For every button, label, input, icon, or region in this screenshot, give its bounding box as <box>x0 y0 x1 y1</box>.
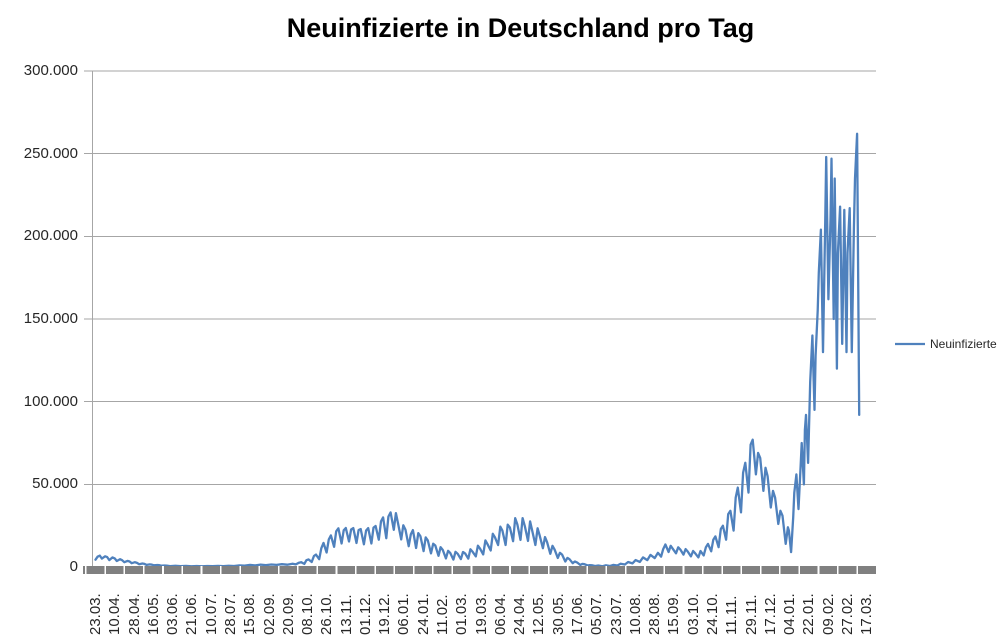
x-axis-tick-gap <box>239 566 241 574</box>
x-axis-tick-gap <box>354 566 357 574</box>
x-axis-tick-label: 24.10. <box>703 593 721 635</box>
x-axis-tick-label: 01.12. <box>356 593 374 635</box>
x-axis-tick-label: 04.01. <box>781 593 799 635</box>
x-axis-tick-label: 15.09. <box>665 593 683 635</box>
x-axis-tick-label: 10.07. <box>202 593 220 635</box>
x-axis-tick-label: 02.09. <box>260 593 278 635</box>
x-axis-tick-label: 17.03. <box>858 593 876 635</box>
x-axis-tick-gap <box>586 566 588 574</box>
x-axis-tick-label: 24.04. <box>511 593 529 635</box>
x-axis-tick-gap <box>220 566 222 574</box>
x-axis-tick-label: 17.06. <box>569 593 586 635</box>
x-axis-tick-label: 30.05. <box>549 593 567 635</box>
x-axis-tick-gap <box>836 566 839 574</box>
x-axis-tick-gap <box>162 566 164 574</box>
x-axis-tick-label: 19.03. <box>472 593 490 635</box>
x-axis-tick-gap <box>412 566 415 574</box>
y-axis-tick-label: 250.000 <box>23 144 78 162</box>
x-axis-band <box>83 566 876 574</box>
x-axis-tick-label: 27.02. <box>838 593 856 635</box>
x-axis-tick-gap <box>393 566 396 574</box>
x-axis-tick-gap <box>85 566 87 574</box>
x-axis-tick-gap <box>297 566 299 574</box>
x-axis-tick-gap <box>721 566 723 574</box>
x-axis-tick-label: 15.08. <box>241 593 259 635</box>
x-axis-tick-gap <box>489 566 492 574</box>
x-axis-tick-gap <box>374 566 376 574</box>
x-axis-tick-label: 06.04. <box>491 593 509 635</box>
x-axis-tick-gap <box>277 566 280 574</box>
x-axis-tick-label: 10.04. <box>106 593 124 635</box>
x-axis-tick-gap <box>509 566 511 574</box>
x-axis-tick-gap <box>142 566 145 574</box>
x-axis-tick-label: 03.06. <box>164 593 182 635</box>
y-axis-tick-label: 0 <box>69 558 78 575</box>
x-axis-tick-label: 13.11. <box>337 594 355 635</box>
x-axis-tick-label: 12.05. <box>530 593 548 635</box>
x-axis-tick-gap <box>817 566 820 574</box>
x-axis-tick-gap <box>528 566 531 574</box>
x-axis-tick-label: 10.08. <box>626 593 644 635</box>
x-axis-tick-gap <box>258 566 261 574</box>
x-axis-tick-label: 08.10. <box>299 593 317 635</box>
x-axis-tick-label: 11.02. <box>434 594 452 635</box>
x-axis-tick-gap <box>759 566 762 574</box>
x-axis-tick-gap <box>702 566 704 574</box>
legend-line-icon <box>895 342 925 346</box>
x-axis-tick-label: 23.07. <box>607 593 625 635</box>
x-axis-tick-label: 28.08. <box>646 593 664 635</box>
x-axis-tick-gap <box>605 566 608 574</box>
chart-title: Neuinfizierte in Deutschland pro Tag <box>286 13 755 43</box>
x-axis-tick-gap <box>335 566 338 574</box>
x-axis-tick-label: 06.01. <box>395 593 413 635</box>
y-axis-tick-label: 150.000 <box>23 310 78 327</box>
x-axis-tick-gap <box>316 566 319 574</box>
x-axis-tick-label: 22.01. <box>800 593 818 635</box>
x-axis-tick-label: 19.12. <box>376 593 394 635</box>
x-axis-tick-gap <box>644 566 646 574</box>
y-axis-tick-label: 200.000 <box>23 227 78 245</box>
x-axis-tick-gap <box>663 566 666 574</box>
x-axis-tick-gap <box>181 566 184 574</box>
x-axis-tick-gap <box>200 566 203 574</box>
x-axis-tick-label: 05.07. <box>588 593 606 635</box>
x-axis-tick-label: 29.11. <box>742 594 760 635</box>
x-axis-tick-gap <box>432 566 434 574</box>
x-axis-tick-label: 09.02. <box>819 593 837 635</box>
x-axis-tick-label: 16.05. <box>144 593 162 635</box>
x-axis-tick-label: 23.03. <box>87 593 104 635</box>
y-axis-tick-label: 300.000 <box>23 62 78 79</box>
x-axis-tick-label: 11.11. <box>723 595 741 635</box>
y-axis-tick-label: 50.000 <box>32 475 78 493</box>
x-axis-tick-gap <box>547 566 550 574</box>
x-axis-tick-gap <box>470 566 473 574</box>
x-axis-tick-label: 28.07. <box>221 593 239 635</box>
y-axis-tick-label: 100.000 <box>23 392 78 410</box>
x-axis-tick-gap <box>451 566 453 574</box>
legend-label: Neuinfizierte <box>930 337 997 351</box>
x-axis-tick-gap <box>856 566 858 574</box>
series-line-neuinfizierte <box>94 132 861 568</box>
x-axis-tick-label: 20.09. <box>279 593 297 635</box>
legend: Neuinfizierte <box>893 336 997 352</box>
x-axis-tick-label: 21.06. <box>183 593 201 635</box>
x-axis-tick-gap <box>624 566 627 574</box>
x-axis-tick-gap <box>682 566 685 574</box>
x-axis-tick-label: 17.12. <box>761 593 779 635</box>
x-axis-tick-label: 01.03. <box>453 593 471 635</box>
x-axis-tick-label: 24.01. <box>414 593 432 635</box>
x-axis-tick-gap <box>567 566 569 574</box>
x-axis-tick-gap <box>123 566 126 574</box>
x-axis-tick-gap <box>740 566 743 574</box>
x-axis-tick-label: 28.04. <box>125 593 143 635</box>
x-axis-tick-label: 26.10. <box>318 593 336 635</box>
x-axis-tick-gap <box>798 566 801 574</box>
x-axis-tick-label: 03.10. <box>684 593 702 635</box>
x-axis-tick-gap <box>104 566 106 574</box>
x-axis-tick-gap <box>779 566 781 574</box>
